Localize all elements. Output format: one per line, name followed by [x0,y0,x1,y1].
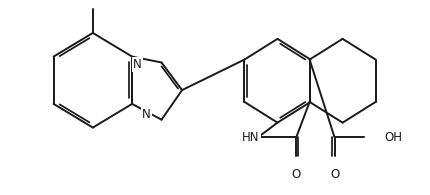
Text: OH: OH [384,131,402,144]
Text: N: N [133,58,141,71]
Text: HN: HN [241,131,259,144]
Text: N: N [141,108,150,121]
Text: O: O [329,168,338,181]
Text: O: O [291,168,300,181]
